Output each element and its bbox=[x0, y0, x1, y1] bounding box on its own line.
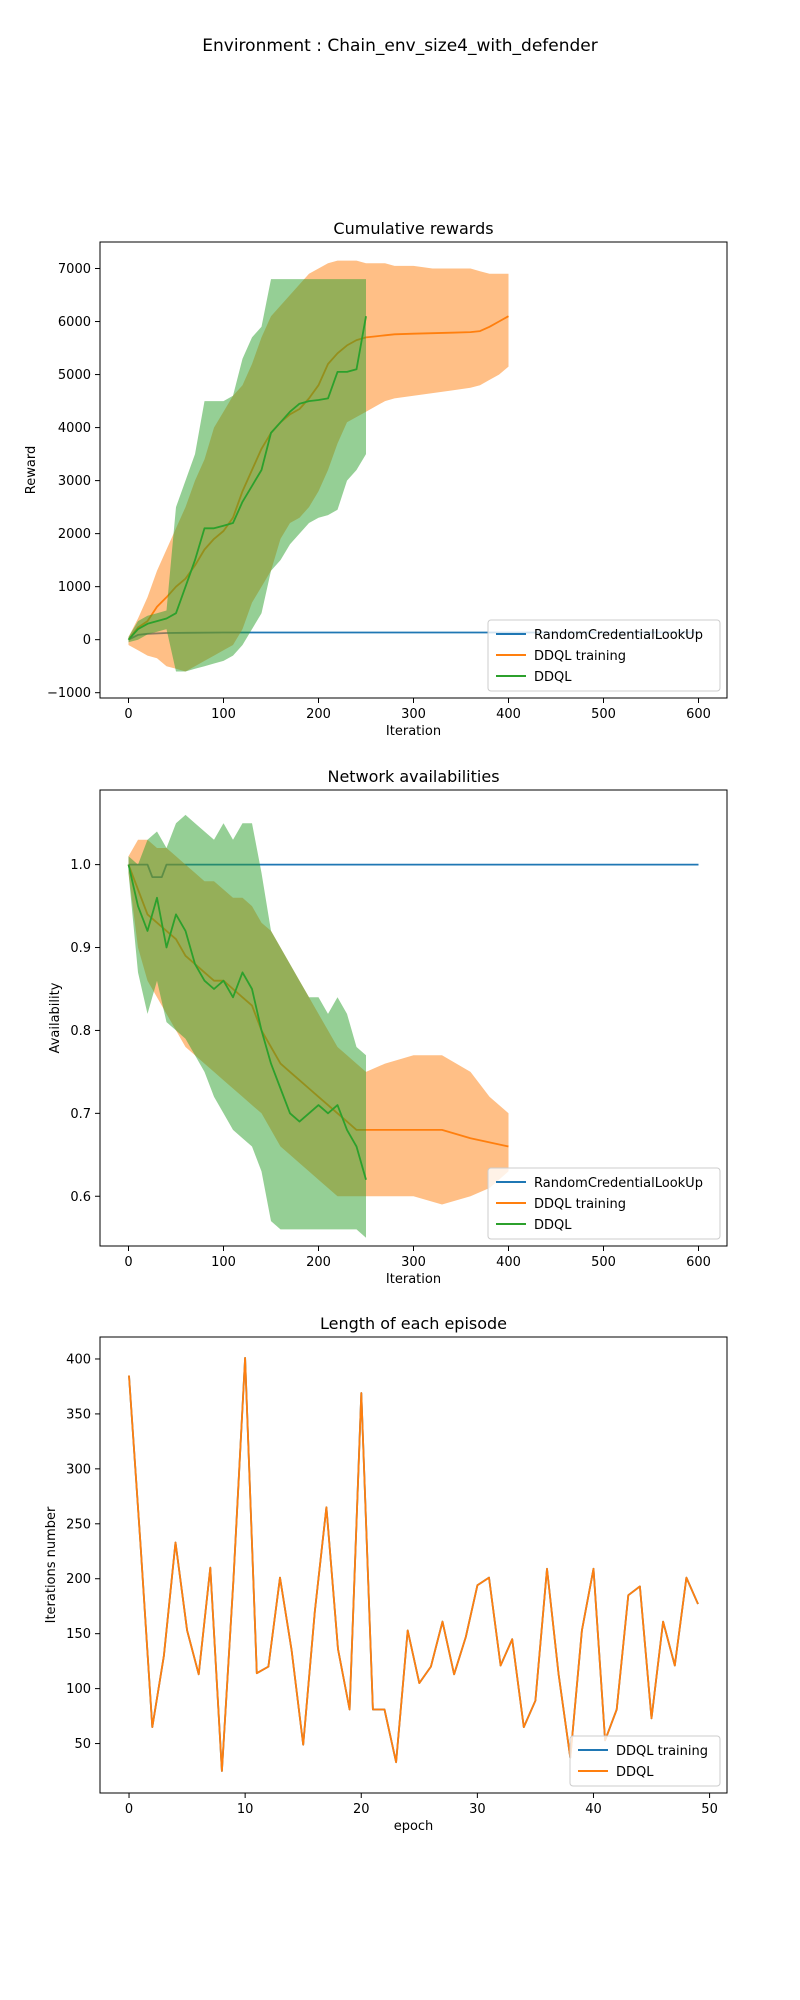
legend-label: DDQL bbox=[534, 670, 572, 685]
y-tick-label: 200 bbox=[66, 1572, 91, 1587]
y-tick-label: 4000 bbox=[58, 421, 91, 436]
y-tick-label: 50 bbox=[74, 1737, 91, 1752]
y-tick-label: 0.8 bbox=[70, 1024, 91, 1039]
y-tick-label: −1000 bbox=[47, 686, 91, 701]
x-tick-label: 100 bbox=[211, 707, 236, 722]
x-tick-label: 200 bbox=[306, 707, 331, 722]
y-tick-label: 250 bbox=[66, 1517, 91, 1532]
x-tick-label: 0 bbox=[124, 1255, 132, 1270]
legend-label: DDQL bbox=[616, 1765, 654, 1780]
x-tick-label: 500 bbox=[591, 707, 616, 722]
x-tick-label: 200 bbox=[306, 1255, 331, 1270]
chart-1: 0 100 200 300 400 500 600 −1000 0 1000 2000 3000 400… bbox=[24, 219, 728, 739]
x-tick-label: 20 bbox=[353, 1802, 370, 1817]
series-line bbox=[128, 1357, 699, 1772]
legend-label: DDQL training bbox=[534, 1197, 626, 1212]
confidence-band bbox=[128, 814, 366, 1238]
x-tick-label: 0 bbox=[124, 707, 132, 722]
x-tick-label: 40 bbox=[585, 1802, 602, 1817]
y-tick-label: 0.7 bbox=[70, 1107, 91, 1122]
legend-box bbox=[487, 1167, 721, 1240]
series-line bbox=[127, 316, 367, 641]
x-tick-label: 600 bbox=[686, 707, 711, 722]
legend-box bbox=[569, 1735, 721, 1787]
x-tick-label: 50 bbox=[701, 1802, 718, 1817]
legend-label: DDQL training bbox=[534, 649, 626, 664]
y-tick-label: 2000 bbox=[58, 527, 91, 542]
y-tick-label: 6000 bbox=[58, 315, 91, 330]
y-tick-label: 3000 bbox=[58, 474, 91, 489]
x-tick-label: 500 bbox=[591, 1255, 616, 1270]
legend-label: DDQL bbox=[534, 1218, 572, 1233]
y-tick-label: 0.9 bbox=[70, 941, 91, 956]
chart-3: 0 10 20 30 40 50 50 100 150 200 250 300 350 400 Length… bbox=[44, 1314, 728, 1834]
y-tick-label: 1.0 bbox=[70, 858, 91, 873]
legend-label: RandomCredentialLookUp bbox=[534, 628, 703, 643]
chart-2: 0 100 200 300 400 500 600 0.6 0.7 0.8 0.9 1.0 Networ… bbox=[48, 767, 728, 1287]
legend: RandomCredentialLookUp DDQL training DDQL bbox=[487, 619, 721, 692]
y-axis-label: Iterations number bbox=[44, 1506, 59, 1623]
x-tick-label: 300 bbox=[401, 707, 426, 722]
chart-title: Cumulative rewards bbox=[333, 219, 493, 238]
y-tick-label: 350 bbox=[66, 1407, 91, 1422]
axes-frame bbox=[99, 1336, 728, 1794]
x-axis-label: epoch bbox=[394, 1819, 434, 1834]
legend-box bbox=[487, 619, 721, 692]
y-tick-label: 1000 bbox=[58, 580, 91, 595]
plot-area bbox=[128, 1357, 699, 1772]
legend-label: DDQL training bbox=[616, 1744, 708, 1759]
y-tick-label: 5000 bbox=[58, 368, 91, 383]
y-tick-label: 300 bbox=[66, 1462, 91, 1477]
x-tick-label: 300 bbox=[401, 1255, 426, 1270]
confidence-band bbox=[128, 279, 366, 672]
y-tick-label: 7000 bbox=[58, 262, 91, 277]
legend: RandomCredentialLookUp DDQL training DDQL bbox=[487, 1167, 721, 1240]
x-tick-label: 100 bbox=[211, 1255, 236, 1270]
plot-area bbox=[127, 260, 699, 672]
x-axis-label: Iteration bbox=[386, 1272, 441, 1287]
y-tick-label: 100 bbox=[66, 1682, 91, 1697]
chart-title: Network availabilities bbox=[327, 767, 499, 786]
y-tick-label: 150 bbox=[66, 1627, 91, 1642]
series-line bbox=[127, 864, 367, 1180]
x-tick-label: 400 bbox=[496, 707, 521, 722]
x-tick-label: 10 bbox=[237, 1802, 254, 1817]
y-axis-label: Reward bbox=[24, 446, 39, 494]
x-tick-label: 400 bbox=[496, 1255, 521, 1270]
y-tick-label: 0.6 bbox=[70, 1190, 91, 1205]
x-axis-label: Iteration bbox=[386, 724, 441, 739]
x-tick-label: 0 bbox=[125, 1802, 133, 1817]
y-tick-label: 0 bbox=[83, 633, 91, 648]
plot-area bbox=[127, 814, 699, 1238]
chart-title: Length of each episode bbox=[320, 1314, 507, 1333]
series-line bbox=[128, 1357, 699, 1772]
x-tick-label: 30 bbox=[469, 1802, 486, 1817]
x-tick-label: 600 bbox=[686, 1255, 711, 1270]
legend: DDQL training DDQL bbox=[569, 1735, 721, 1787]
legend-label: RandomCredentialLookUp bbox=[534, 1176, 703, 1191]
y-tick-label: 400 bbox=[66, 1352, 91, 1367]
figure-suptitle: Environment : Chain_env_size4_with_defen… bbox=[202, 36, 598, 56]
y-axis-label: Availability bbox=[48, 982, 63, 1053]
